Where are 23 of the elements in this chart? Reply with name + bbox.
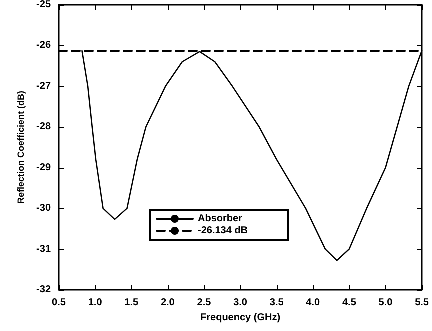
x-tick-label: 2.5 bbox=[197, 298, 212, 308]
legend-label: Absorber bbox=[198, 214, 243, 224]
x-tick-label: 1.5 bbox=[124, 298, 139, 308]
legend-label: -26.134 dB bbox=[198, 226, 248, 236]
x-tick-label: 0.5 bbox=[52, 298, 66, 308]
y-axis-title: Reflection Coefficient (dB) bbox=[16, 90, 26, 204]
x-tick-label: 3.0 bbox=[234, 298, 248, 308]
y-tick-label: -31 bbox=[36, 244, 52, 255]
x-tick-label: 4.5 bbox=[342, 298, 357, 308]
y-tick-label: -28 bbox=[36, 122, 52, 133]
y-tick-label: -30 bbox=[36, 203, 52, 214]
y-tick-label: -25 bbox=[36, 0, 52, 10]
y-tick-label: -27 bbox=[36, 80, 52, 92]
x-tick-label: 4.0 bbox=[306, 298, 321, 308]
x-tick-label: 5.5 bbox=[415, 298, 430, 308]
y-tick-label: -32 bbox=[36, 284, 52, 296]
x-tick-label: 3.5 bbox=[270, 298, 284, 308]
y-tick-label: -26 bbox=[36, 40, 52, 52]
x-axis-title: Frequency (GHz) bbox=[200, 312, 281, 324]
x-tick-label: 1.0 bbox=[88, 298, 103, 308]
y-tick-label: -29 bbox=[36, 162, 52, 174]
x-tick-label: 5.0 bbox=[378, 298, 394, 308]
x-tick-label: 2.0 bbox=[160, 298, 176, 308]
